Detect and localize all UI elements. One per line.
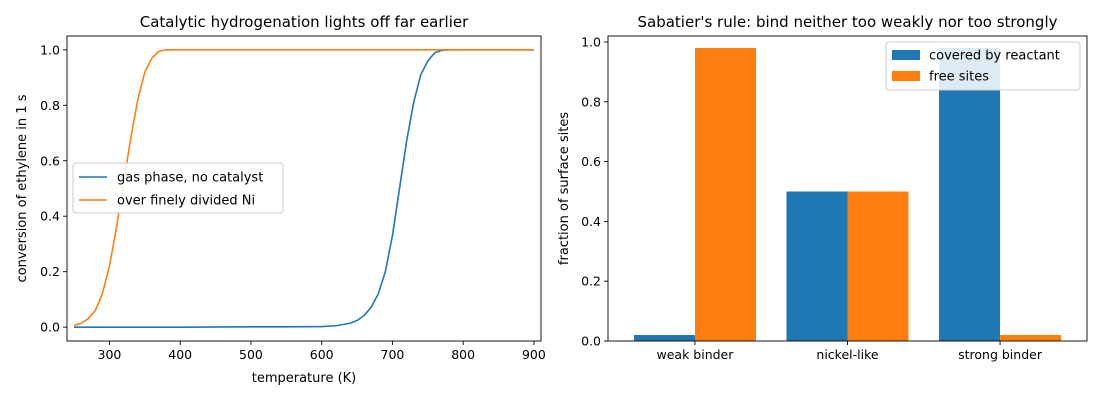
bar-0-2 <box>939 47 1001 342</box>
category-label: weak binder <box>657 347 735 362</box>
series-line-0 <box>74 49 534 328</box>
y-axis-label: fraction of surface sites <box>557 112 572 265</box>
category-label: nickel-like <box>816 347 878 362</box>
series-line-1 <box>73 49 534 327</box>
y-tick-label: 0.8 <box>581 94 601 109</box>
bar-1-1 <box>847 191 909 341</box>
chart-title: Catalytic hydrogenation lights off far e… <box>140 13 469 31</box>
legend-label: over finely divided Ni <box>117 194 255 209</box>
legend-label: gas phase, no catalyst <box>117 171 263 186</box>
bar-1-2 <box>1000 335 1062 341</box>
legend: gas phase, no catalyst over finely divide… <box>72 162 284 214</box>
y-tick-label: 0.0 <box>581 334 601 349</box>
x-axis-label: temperature (K) <box>252 371 357 386</box>
category-label: strong binder <box>958 347 1043 362</box>
legend: covered by reactant free sites <box>885 41 1081 91</box>
y-tick-label: 1.0 <box>40 42 60 57</box>
y-tick-label: 1.0 <box>581 34 601 49</box>
bar-chart: weak binder nickel-like strong binder 0.0 0.… <box>557 13 1088 362</box>
bar-0-0 <box>633 335 695 341</box>
bar-1-0 <box>694 47 756 342</box>
x-tick-label: 600 <box>310 347 334 362</box>
legend-box <box>72 162 284 214</box>
y-tick-label: 0.8 <box>40 98 60 113</box>
x-tick-label: 500 <box>239 347 263 362</box>
x-tick-label: 400 <box>168 347 192 362</box>
x-tick-label: 800 <box>451 347 475 362</box>
line-chart: 300 400 500 600 700 800 900 0.0 0.2 0.4 0.6 0.8 1.0 C… <box>15 13 546 386</box>
legend-swatch <box>892 71 920 81</box>
x-tick-label: 900 <box>522 347 546 362</box>
y-tick-label: 0.4 <box>581 214 601 229</box>
x-tick-label: 700 <box>381 347 405 362</box>
legend-label: free sites <box>929 70 989 85</box>
legend-box <box>885 41 1081 91</box>
y-axis-label: conversion of ethylene in 1 s <box>15 94 30 282</box>
x-tick-label: 300 <box>98 347 122 362</box>
bar-0-1 <box>786 191 848 341</box>
plot-frame <box>66 35 542 342</box>
y-tick-label: 0.6 <box>581 154 601 169</box>
y-tick-label: 0.4 <box>40 209 60 224</box>
y-tick-label: 0.0 <box>40 320 60 335</box>
chart-title: Sabatier's rule: bind neither too weakly… <box>637 13 1057 31</box>
y-tick-label: 0.6 <box>40 153 60 168</box>
legend-label: covered by reactant <box>929 49 1060 64</box>
y-tick-label: 0.2 <box>581 274 601 289</box>
legend-swatch <box>892 50 920 60</box>
y-tick-label: 0.2 <box>40 264 60 279</box>
